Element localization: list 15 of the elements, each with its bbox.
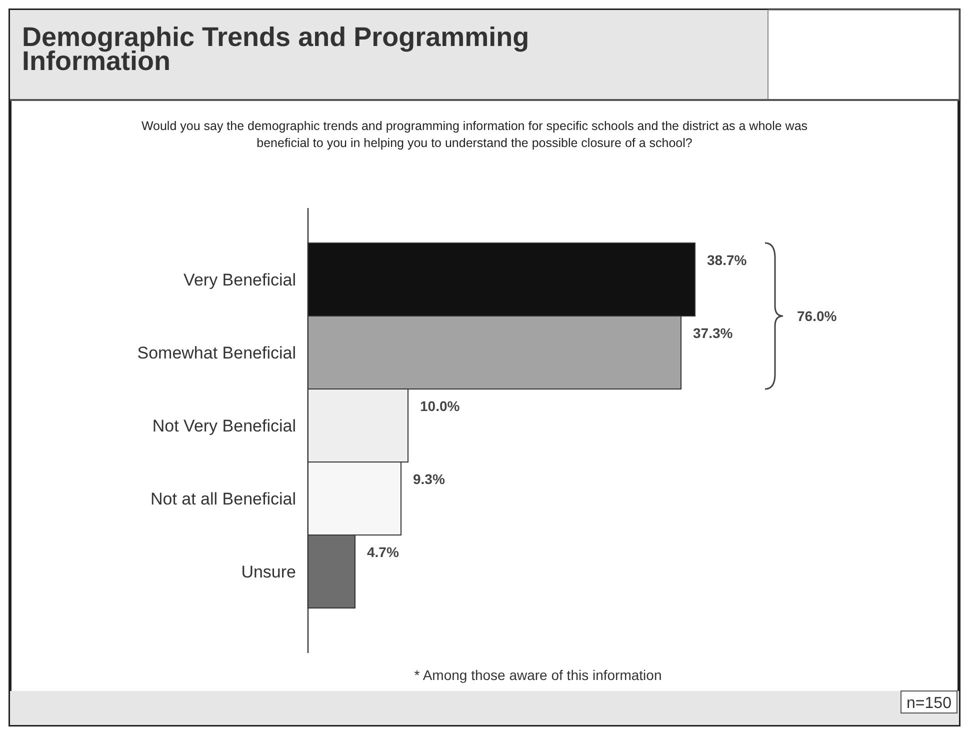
- text: n=150: [906, 695, 952, 712]
- data-label: 10.0%: [420, 398, 460, 414]
- y-tick-label: Not at all Beneficial: [150, 490, 296, 508]
- y-tick-label: Very Beneficial: [184, 270, 296, 290]
- chart-title: Demographic Trends and Programming Information: [22, 22, 530, 76]
- data-label: 37.3%: [693, 325, 734, 341]
- text: 76.0%: [797, 308, 838, 324]
- y-tick-label: Unsure: [241, 562, 296, 582]
- data-label: 4.7%: [367, 544, 400, 560]
- text: * Among those aware of this information: [414, 667, 662, 683]
- data-label: 38.7%: [707, 252, 748, 268]
- y-tick-label: Somewhat Beneficial: [137, 344, 296, 362]
- y-tick-label: Not Very Beneficial: [152, 416, 296, 436]
- chart-subtitle: Would you say the demographic trends and programming information for specific schools and the district as a whole was beneficial to you in helping you to understand the possible closure of a school?: [141, 119, 808, 150]
- data-label: 9.3%: [413, 471, 446, 487]
